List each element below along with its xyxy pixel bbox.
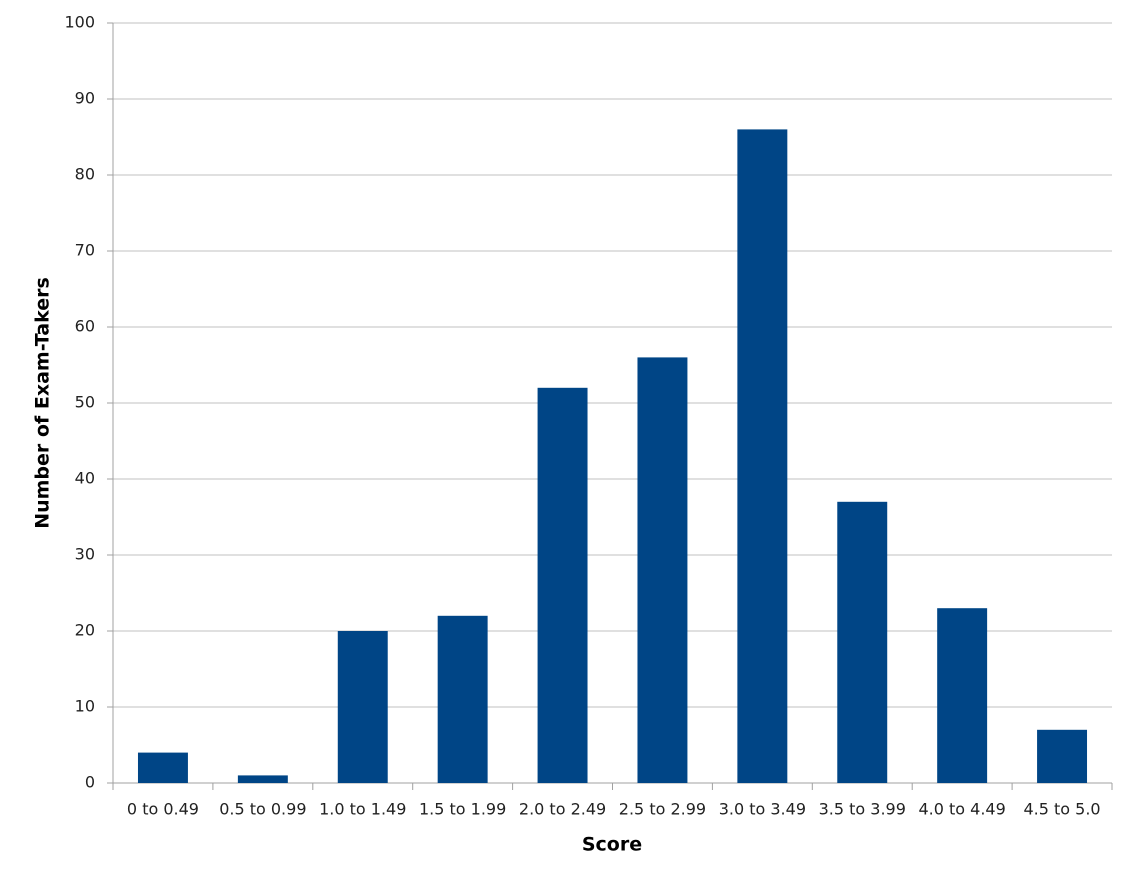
x-tick-label: 1.0 to 1.49 bbox=[319, 800, 406, 819]
x-tick-label: 4.5 to 5.0 bbox=[1023, 800, 1100, 819]
x-tick-label: 3.5 to 3.99 bbox=[819, 800, 906, 819]
y-tick-label: 70 bbox=[75, 241, 95, 260]
x-tick-label: 0 to 0.49 bbox=[127, 800, 199, 819]
y-tick-label: 40 bbox=[75, 469, 95, 488]
x-tick-label: 1.5 to 1.99 bbox=[419, 800, 506, 819]
bar bbox=[437, 615, 488, 783]
bar bbox=[837, 501, 888, 783]
y-tick-label: 50 bbox=[75, 393, 95, 412]
bar bbox=[937, 608, 988, 783]
x-tick-label: 3.0 to 3.49 bbox=[719, 800, 806, 819]
y-tick-label: 30 bbox=[75, 545, 95, 564]
bar bbox=[1037, 729, 1088, 783]
bar bbox=[737, 129, 788, 783]
bar bbox=[337, 631, 388, 783]
y-tick-label: 0 bbox=[85, 773, 95, 792]
x-axis-title: Score bbox=[582, 834, 642, 856]
y-tick-label: 90 bbox=[75, 89, 95, 108]
bar bbox=[637, 357, 688, 783]
y-axis-title: Number of Exam-Takers bbox=[32, 277, 54, 529]
x-tick-label: 0.5 to 0.99 bbox=[219, 800, 306, 819]
x-tick-label: 2.0 to 2.49 bbox=[519, 800, 606, 819]
y-tick-label: 100 bbox=[64, 13, 95, 32]
bar bbox=[237, 775, 288, 783]
bar bbox=[537, 387, 588, 783]
x-tick-label: 2.5 to 2.99 bbox=[619, 800, 706, 819]
y-tick-label: 80 bbox=[75, 165, 95, 184]
y-tick-label: 60 bbox=[75, 317, 95, 336]
bar bbox=[137, 752, 188, 783]
y-tick-label: 20 bbox=[75, 621, 95, 640]
y-tick-label: 10 bbox=[75, 697, 95, 716]
x-tick-label: 4.0 to 4.49 bbox=[918, 800, 1005, 819]
